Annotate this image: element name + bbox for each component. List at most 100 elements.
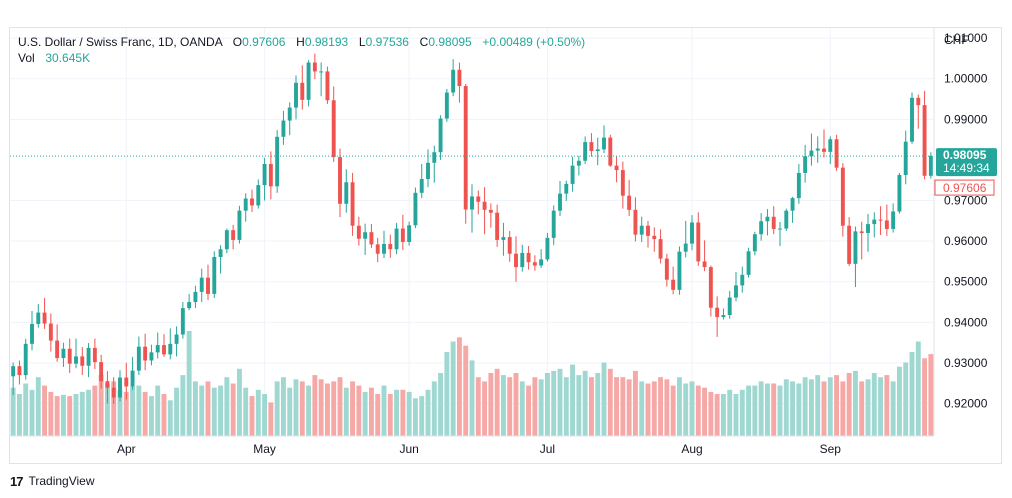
candle-body (287, 107, 292, 121)
candle-body (36, 312, 41, 324)
candle-body (438, 118, 443, 153)
candle-body (268, 164, 273, 187)
candle-body (507, 237, 512, 254)
candle-body (136, 346, 141, 371)
open-price-value: 0.97606 (943, 181, 987, 195)
volume-bar (771, 383, 777, 436)
close-label: C (419, 35, 429, 49)
month-label: Apr (117, 442, 136, 456)
volume-bar (224, 377, 230, 436)
candle-body (570, 165, 575, 184)
volume-bar (859, 381, 865, 436)
candle-body (545, 237, 550, 260)
candle-body (759, 221, 764, 235)
candle-body (11, 366, 16, 377)
candle-body (847, 225, 852, 264)
volume-bar (268, 402, 274, 436)
volume-bar (676, 377, 682, 436)
volume-bar (350, 381, 356, 436)
candle-body (130, 370, 135, 387)
volume-bar (343, 387, 349, 436)
volume-bar (557, 368, 563, 436)
candle-body (551, 210, 556, 238)
volume-bar (790, 381, 796, 436)
price-tick-label: 0.96000 (944, 234, 988, 248)
candle-body (80, 356, 85, 366)
candle-body (752, 234, 757, 252)
candle-body (922, 105, 927, 176)
candle-body (187, 302, 192, 309)
volume-bar (406, 391, 412, 436)
candle-body (916, 97, 921, 106)
volume-bar (802, 377, 808, 436)
candle-body (482, 201, 487, 210)
candle-body (444, 92, 449, 119)
candle-body (86, 347, 91, 366)
volume-bar (331, 381, 337, 436)
candle-body (834, 139, 839, 168)
volume-bar (733, 394, 739, 436)
candle-body (501, 237, 506, 240)
volume-bar (670, 385, 676, 436)
volume-bar (645, 383, 651, 436)
time-axis[interactable]: Apr May Jun Jul Aug Sep (10, 435, 934, 456)
volume-label[interactable]: Vol (18, 51, 35, 65)
candle-body (815, 148, 820, 151)
candle-body (262, 164, 267, 186)
candle-body (382, 243, 386, 254)
open-value: 0.97606 (242, 35, 286, 49)
volume-bar (871, 373, 877, 436)
volume-bar (67, 396, 73, 436)
volume-bar (595, 373, 601, 436)
volume-bar (381, 385, 387, 436)
volume-bar (299, 381, 305, 436)
volume-bar (400, 389, 406, 436)
price-axis[interactable]: 1.01000 1.00000 0.99000 0.97000 0.96000 0.950… (933, 28, 988, 436)
candle-body (677, 251, 682, 290)
volume-bar (796, 383, 802, 436)
candle-body (206, 277, 210, 294)
candle-body (48, 323, 53, 341)
footer-brand[interactable]: 17 TradingView (10, 472, 95, 490)
volume-bar (764, 383, 770, 436)
candle-body (388, 243, 393, 250)
candle-body (740, 274, 745, 286)
volume-bar (456, 337, 462, 436)
price-tick-label: 0.95000 (944, 275, 988, 289)
candle-body (620, 170, 625, 196)
candle-body (61, 348, 66, 359)
volume-bar (130, 386, 136, 436)
volume-bar (626, 379, 632, 436)
volume-bar (60, 394, 66, 436)
candle-body (840, 167, 845, 226)
candle-body (734, 285, 738, 298)
candle-body (576, 160, 581, 166)
candle-body (413, 192, 418, 226)
symbol-title[interactable]: U.S. Dollar / Swiss Franc, 1D, OANDA (18, 35, 223, 49)
candle-body (419, 179, 424, 193)
volume-bar (412, 398, 418, 436)
candle-body (319, 71, 324, 73)
candle-body (564, 183, 569, 194)
candle-body (193, 291, 198, 303)
volume-bar (167, 400, 173, 436)
volume-bar (362, 391, 368, 436)
volume-bar (16, 394, 22, 436)
volume-bar (620, 377, 626, 436)
candle-body (746, 251, 751, 275)
volume-bar (752, 385, 758, 436)
volume-bar (92, 385, 98, 436)
volume-bar (287, 387, 293, 436)
candle-body (369, 232, 374, 245)
candle-body (520, 252, 525, 268)
low-label: L (358, 35, 366, 49)
volume-bar (532, 377, 538, 436)
candle-body (778, 228, 782, 230)
candle-body (74, 356, 78, 364)
volume-bar (104, 383, 110, 436)
month-label: Jun (399, 442, 418, 456)
volume-bar (538, 379, 544, 436)
volume-bar (262, 394, 268, 436)
volume-bar (815, 375, 821, 436)
